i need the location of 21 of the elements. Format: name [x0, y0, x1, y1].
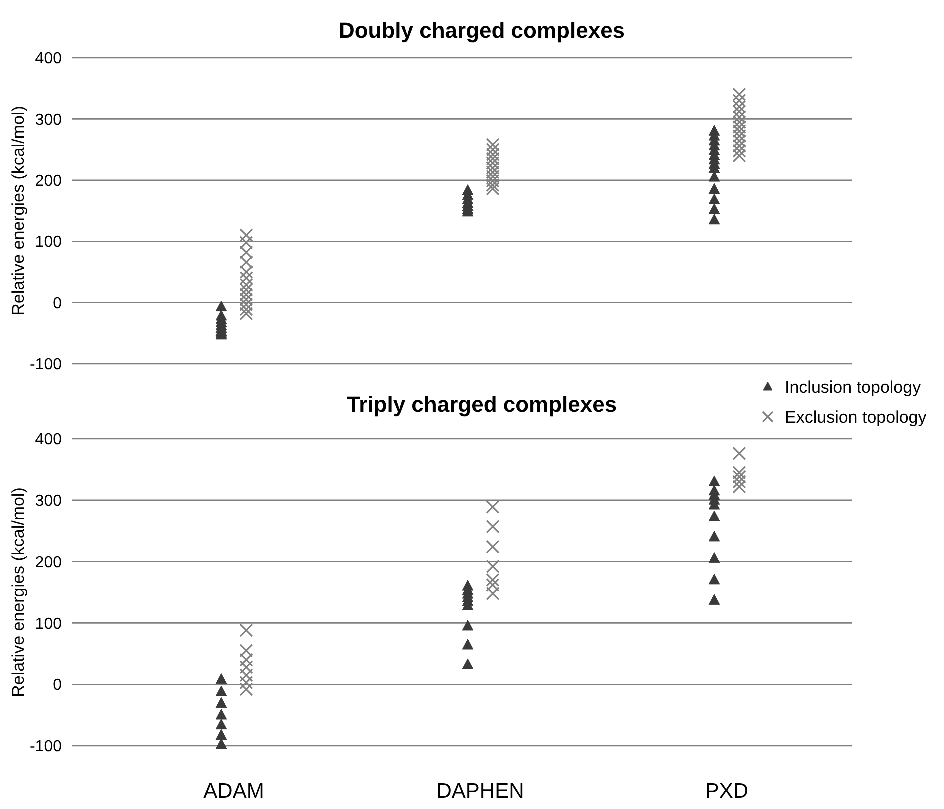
y-tick-label: 400: [35, 50, 62, 68]
y-tick-label: 100: [35, 616, 62, 633]
chart-title: Doubly charged complexes: [338, 18, 626, 43]
legend-label: Inclusion topology: [785, 378, 922, 397]
y-tick-label: 300: [35, 112, 62, 129]
y-axis-title: Relative energies (kcal/mol): [9, 106, 28, 316]
y-tick-label: -100: [30, 356, 62, 374]
y-tick-label: 100: [35, 234, 62, 252]
y-tick-label: 300: [35, 493, 62, 510]
x-tick-label: DAPHEN: [436, 780, 524, 803]
y-tick-label: 400: [35, 432, 62, 449]
y-tick-label: 0: [53, 677, 62, 694]
x-tick-label: PXD: [705, 780, 749, 803]
y-tick-label: 200: [35, 554, 62, 572]
y-tick-label: -100: [30, 738, 62, 756]
y-tick-label: 200: [35, 173, 62, 190]
chart-title: Triply charged complexes: [346, 392, 618, 417]
y-tick-label: 0: [53, 295, 62, 312]
legend-label: Exclusion topology: [785, 408, 928, 427]
x-tick-label: ADAM: [204, 780, 264, 803]
y-axis-title: Relative energies (kcal/mol): [9, 488, 28, 698]
